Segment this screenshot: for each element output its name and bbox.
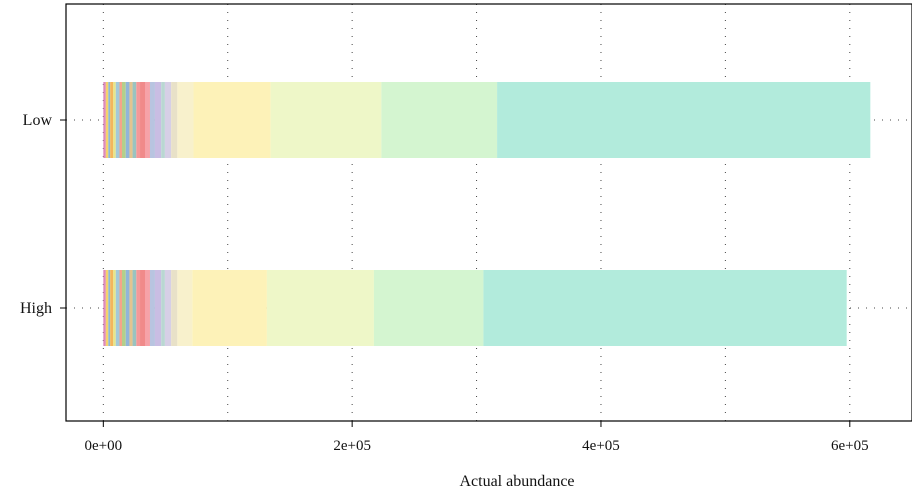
x-tick-label: 2e+05 (333, 438, 371, 454)
bars (103, 82, 871, 346)
bar-segment (140, 270, 146, 346)
bar-segment (154, 270, 162, 346)
x-axis-title: Actual abundance (459, 473, 574, 490)
bar-segment (161, 82, 165, 158)
bar-segment (164, 270, 172, 346)
bar-segment (177, 82, 194, 158)
bar-segment (119, 270, 122, 346)
bar-segment (136, 270, 141, 346)
bar-segment (115, 82, 120, 158)
bar-segment (177, 270, 193, 346)
bar-segment (110, 270, 114, 346)
bar-segment (483, 270, 847, 346)
bar-segment (105, 82, 109, 158)
x-tick-label: 0e+00 (85, 438, 123, 454)
bar-segment (140, 82, 146, 158)
bar-segment (108, 270, 111, 346)
bar-segment (132, 270, 137, 346)
bar-segment (193, 82, 271, 158)
y-tick-label: High (20, 300, 52, 317)
bar-segment (149, 82, 155, 158)
bar-segment (381, 82, 498, 158)
bar-segment (192, 270, 267, 346)
bar-segment (121, 82, 126, 158)
bar-segment (145, 82, 150, 158)
x-tick-label: 6e+05 (831, 438, 869, 454)
bar-segment (113, 270, 116, 346)
bar-segment (154, 82, 162, 158)
bar-segment (161, 270, 165, 346)
bar-segment (129, 82, 133, 158)
bar-segment (103, 270, 106, 346)
bar-segment (125, 270, 130, 346)
bar-segment (270, 82, 382, 158)
bar-segment (171, 270, 178, 346)
bar-segment (132, 82, 137, 158)
bar-segment (136, 82, 141, 158)
x-tick-label: 4e+05 (582, 438, 620, 454)
bar-segment (113, 82, 116, 158)
bar-segment (266, 270, 374, 346)
bar-segment (149, 270, 155, 346)
bar-segment (119, 82, 122, 158)
bar-segment (105, 270, 109, 346)
bar-segment (108, 82, 111, 158)
plot-frame (65, 3, 912, 422)
bar-segment (129, 270, 133, 346)
bar-segment (171, 82, 178, 158)
bar-segment (497, 82, 871, 158)
bar-segment (121, 270, 126, 346)
bar-segment (125, 82, 130, 158)
bar-segment (115, 270, 120, 346)
bar-segment (145, 270, 150, 346)
bar-segment (110, 82, 114, 158)
bar-segment (373, 270, 484, 346)
bar-segment (103, 82, 106, 158)
y-tick-label: Low (23, 112, 53, 129)
axes: 0e+00 2e+05 4e+05 6e+05 Low High (20, 112, 869, 454)
bar-segment (164, 82, 172, 158)
